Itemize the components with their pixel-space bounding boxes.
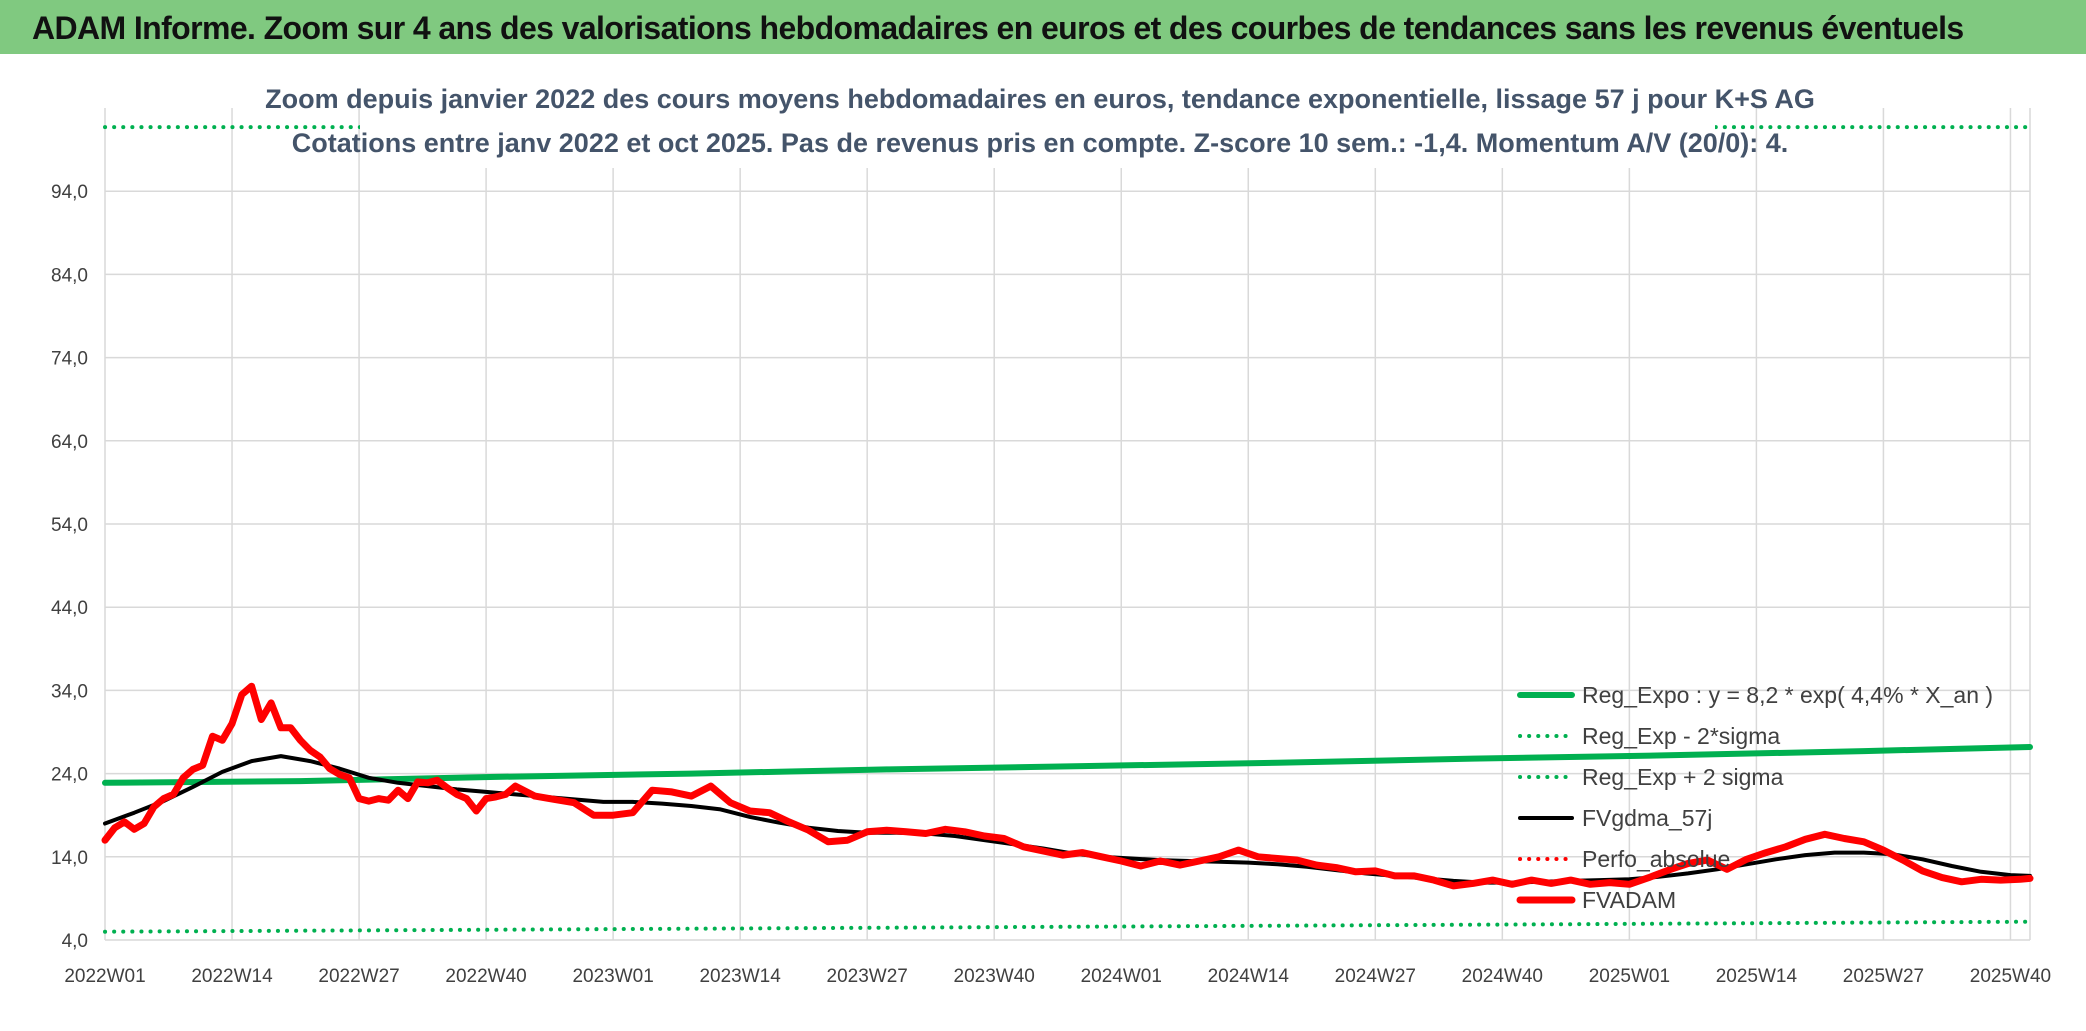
y-tick-label: 34,0 <box>51 681 88 702</box>
header-title: ADAM Informe. Zoom sur 4 ans des valoris… <box>32 10 1964 46</box>
y-tick-label: 84,0 <box>51 265 88 286</box>
legend-label: Perfo_absolue <box>1582 846 1730 872</box>
x-tick-label: 2022W01 <box>64 966 145 987</box>
x-tick-label: 2025W27 <box>1843 966 1924 987</box>
y-tick-label: 4,0 <box>62 931 88 952</box>
x-tick-label: 2024W27 <box>1335 966 1416 987</box>
series-line-fvadam <box>101 682 2034 890</box>
legend-label: FVADAM <box>1582 887 1676 913</box>
x-tick-label: 2024W40 <box>1462 966 1543 987</box>
y-axis: 94,0 84,0 74,0 64,0 54,0 44,0 34,0 24,0 14,0 4,0 <box>51 182 88 952</box>
y-tick-label: 24,0 <box>51 765 88 786</box>
x-tick-label: 2025W14 <box>1716 966 1798 987</box>
x-tick-label: 2024W01 <box>1081 966 1162 987</box>
y-tick-label: 14,0 <box>51 848 88 869</box>
legend-label: Reg_Exp - 2*sigma <box>1582 723 1780 749</box>
header-bar: ADAM Informe. Zoom sur 4 ans des valoris… <box>0 0 2086 54</box>
x-tick-label: 2025W40 <box>1970 966 2051 987</box>
chart-title-line1: Zoom depuis janvier 2022 des cours moyen… <box>265 84 1815 114</box>
legend: Reg_Expo : y = 8,2 * exp( 4,4% * X_an ) R… <box>1516 682 1993 913</box>
x-tick-label: 2025W01 <box>1589 966 1670 987</box>
legend-label: Reg_Expo : y = 8,2 * exp( 4,4% * X_an ) <box>1582 682 1993 708</box>
title-background <box>360 74 1715 168</box>
legend-label: Reg_Exp + 2 sigma <box>1582 764 1784 790</box>
y-tick-label: 44,0 <box>51 598 88 619</box>
x-tick-label: 2023W01 <box>572 966 653 987</box>
series-line-reg-expo-y-8-2-exp-4-4-x-an <box>102 744 2033 786</box>
y-tick-label: 94,0 <box>51 182 88 203</box>
chart-background <box>0 54 2086 1031</box>
legend-label: FVgdma_57j <box>1582 805 1712 831</box>
x-tick-label: 2023W27 <box>827 966 908 987</box>
x-tick-label: 2023W14 <box>699 966 781 987</box>
x-tick-label: 2024W14 <box>1208 966 1290 987</box>
chart: Zoom depuis janvier 2022 des cours moyen… <box>0 54 2086 1031</box>
chart-title-line2: Cotations entre janv 2022 et oct 2025. P… <box>292 128 1789 158</box>
x-tick-label: 2022W14 <box>191 966 273 987</box>
x-tick-label: 2022W40 <box>445 966 526 987</box>
y-tick-label: 64,0 <box>51 432 88 453</box>
series-layer <box>101 125 2034 934</box>
y-tick-label: 54,0 <box>51 515 88 536</box>
y-tick-label: 74,0 <box>51 349 88 370</box>
x-tick-label: 2023W40 <box>954 966 1035 987</box>
series-line-reg-exp-2-sigma <box>103 919 2032 934</box>
x-axis: 2022W01 2022W14 2022W27 2022W40 2023W01 2023W… <box>64 966 2051 987</box>
x-tick-label: 2022W27 <box>318 966 399 987</box>
